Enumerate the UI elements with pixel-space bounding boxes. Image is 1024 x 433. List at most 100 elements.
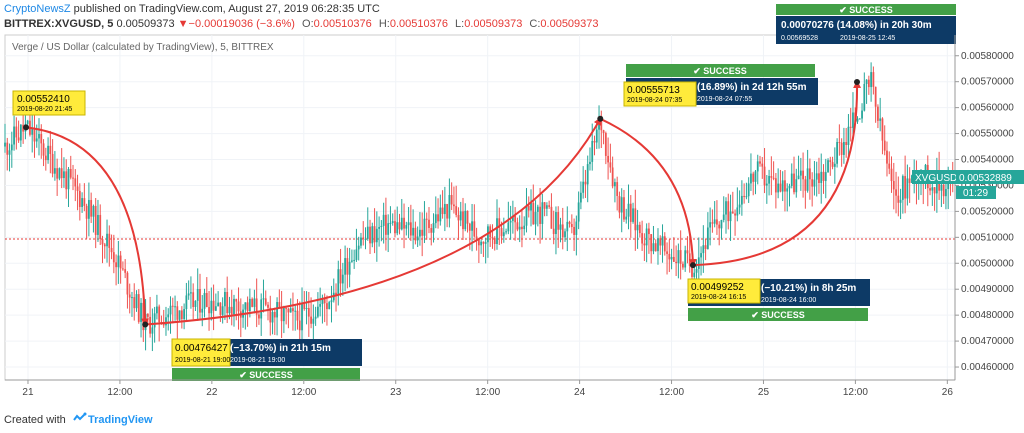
candle-body	[784, 180, 786, 192]
price-tick-label: 0.00520000	[961, 206, 1014, 217]
candle-body	[623, 197, 625, 220]
candle-body	[255, 298, 258, 315]
candle-body	[648, 228, 650, 235]
candle-body	[484, 242, 487, 244]
time-axis[interactable]: 21 12:00 22 12:00 23 12:00 24 12:00 25 12:00 26	[5, 379, 955, 398]
price-axis[interactable]: 0.00460000 0.00470000 0.00480000 0.00490000…	[954, 35, 1014, 380]
candle-body	[806, 168, 809, 191]
candle-body	[654, 243, 657, 252]
candle-body	[883, 140, 886, 151]
candle-body	[505, 231, 507, 233]
candle-body	[375, 228, 378, 243]
price-tick-label: 0.00550000	[961, 129, 1014, 140]
candle-body	[743, 195, 746, 197]
annotation-3-value: 0.00555713	[627, 85, 680, 96]
candle-body	[779, 183, 782, 192]
candle-body	[260, 299, 263, 319]
annotation-4-date: 2019-08-24 16:15	[691, 294, 746, 301]
candle-body	[165, 317, 167, 326]
candle-body	[419, 229, 421, 237]
candle-body	[285, 308, 288, 310]
candle-body	[666, 251, 668, 254]
candle-body	[169, 305, 172, 315]
candle-body	[316, 306, 319, 317]
candle-body	[258, 314, 260, 319]
candle-body	[643, 243, 646, 246]
candle-body	[570, 224, 573, 227]
candle-body	[298, 320, 301, 331]
candle-body	[251, 298, 254, 307]
low-label: L:	[455, 18, 465, 30]
candle-body	[425, 218, 428, 220]
candle-body	[201, 308, 204, 313]
candle-body	[423, 218, 426, 236]
candle-body	[330, 300, 333, 303]
candle-body	[348, 261, 351, 275]
candle-body	[56, 168, 59, 179]
candle-body	[430, 227, 433, 233]
high-label: H:	[378, 18, 390, 30]
candle-body	[550, 206, 553, 229]
candle-body	[614, 182, 616, 187]
candle-body	[455, 206, 458, 216]
candle-body	[350, 260, 353, 262]
candle-body	[867, 79, 870, 88]
candle-body	[63, 171, 65, 179]
candle-body	[532, 202, 535, 225]
close-label: C:	[529, 18, 541, 30]
candle-body	[831, 162, 834, 167]
candle-body	[355, 249, 358, 260]
candle-body	[602, 130, 605, 133]
candle-body	[500, 227, 503, 237]
price-tick-label: 0.00510000	[961, 232, 1014, 243]
candle-body	[60, 168, 63, 179]
candle-body	[575, 221, 578, 235]
candle-body	[886, 150, 888, 164]
candle-body	[566, 221, 569, 232]
candle-body	[870, 72, 873, 88]
candle-body	[326, 303, 328, 310]
candle-body	[187, 293, 190, 296]
candle-body	[267, 304, 269, 308]
candle-body	[97, 214, 99, 235]
pivot-point-2	[142, 321, 149, 328]
price-change: −0.00019036 (−3.6%)	[188, 18, 295, 30]
candle-body	[47, 145, 49, 161]
price-tick-label: 0.00580000	[961, 51, 1014, 62]
candle-body	[892, 181, 895, 190]
candle-body	[734, 213, 736, 216]
candle-body	[78, 190, 81, 207]
candle-body	[781, 180, 784, 192]
move-1-text: (−13.70%) in 21h 15m	[230, 343, 331, 354]
candle-body	[407, 222, 410, 226]
candle-body	[310, 316, 312, 324]
candle-body	[65, 171, 68, 190]
time-tick-label: 12:00	[107, 387, 132, 398]
candle-body	[509, 220, 512, 223]
candle-body	[158, 306, 161, 323]
move-arrow-1	[25, 126, 150, 327]
candle-body	[652, 243, 655, 252]
price-tick-label: 0.00490000	[961, 284, 1014, 295]
candle-body	[636, 224, 639, 231]
candle-body	[754, 171, 757, 182]
candle-body	[443, 204, 446, 215]
tradingview-link[interactable]: TradingView	[88, 414, 153, 426]
candle-body	[26, 120, 29, 124]
candle-body	[153, 313, 156, 328]
candle-body	[874, 86, 877, 107]
brand-name[interactable]: CryptoNewsZ	[4, 3, 71, 15]
candle-body	[763, 166, 766, 186]
candle-body	[35, 138, 38, 142]
move-arrow-3	[599, 117, 697, 268]
candle-body	[151, 327, 154, 334]
candle-body	[527, 205, 530, 211]
candle-body	[761, 163, 764, 167]
candle-body	[897, 195, 900, 203]
candle-body	[17, 137, 20, 141]
chart-title: Verge / US Dollar (calculated by Trading…	[12, 42, 274, 53]
candle-body	[264, 298, 267, 305]
candle-body	[786, 188, 789, 192]
candle-body	[525, 205, 528, 226]
